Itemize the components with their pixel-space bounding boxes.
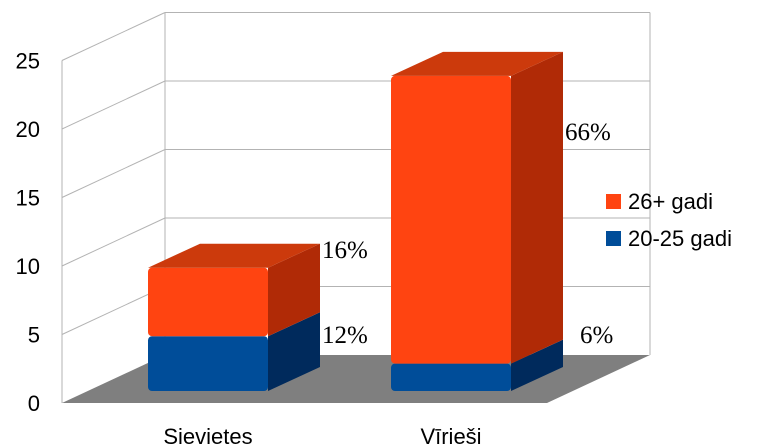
gridline-side — [61, 286, 166, 335]
bar-side-vīrieši — [511, 339, 563, 391]
bar-side-vīrieši — [511, 51, 563, 364]
y-tick-label: 5 — [28, 323, 40, 348]
bar-front-vīrieši — [391, 363, 511, 391]
bar-top-vīrieši — [391, 51, 563, 76]
bar-front-sievietes — [148, 336, 268, 391]
bar-side-sievietes — [268, 312, 320, 391]
data-label: 12% — [322, 322, 368, 349]
data-label: 6% — [580, 322, 613, 349]
bars — [148, 51, 563, 391]
y-tick-label: 15 — [16, 186, 40, 211]
x-tick-label: Vīrieši — [420, 424, 481, 446]
legend-label: 20-25 gadi — [628, 226, 732, 251]
y-tick-label: 0 — [28, 391, 40, 416]
gridline-side — [61, 80, 166, 130]
y-tick-label: 10 — [16, 254, 40, 279]
bar-front-sievietes — [148, 267, 268, 337]
legend-swatch — [606, 231, 621, 246]
data-label: 66% — [565, 119, 611, 146]
legend: 26+ gadi 20-25 gadi — [606, 189, 732, 251]
x-axis-ticks: Sievietes Vīrieši — [163, 424, 481, 446]
y-tick-label: 25 — [16, 49, 40, 74]
gridline-side — [61, 217, 166, 267]
legend-label: 26+ gadi — [628, 189, 713, 214]
gridline-side — [61, 12, 166, 61]
data-labels: 12% 16% 6% 66% — [322, 119, 613, 349]
y-axis-ticks: 0 5 10 15 20 25 — [16, 49, 40, 417]
legend-swatch — [606, 194, 621, 209]
gridline-side — [61, 149, 166, 198]
bar-top-sievietes — [148, 243, 320, 268]
y-tick-label: 20 — [16, 117, 40, 142]
bar-front-vīrieši — [391, 75, 511, 364]
data-label: 16% — [322, 237, 368, 264]
x-tick-label: Sievietes — [163, 424, 252, 446]
bar-side-sievietes — [268, 243, 320, 337]
